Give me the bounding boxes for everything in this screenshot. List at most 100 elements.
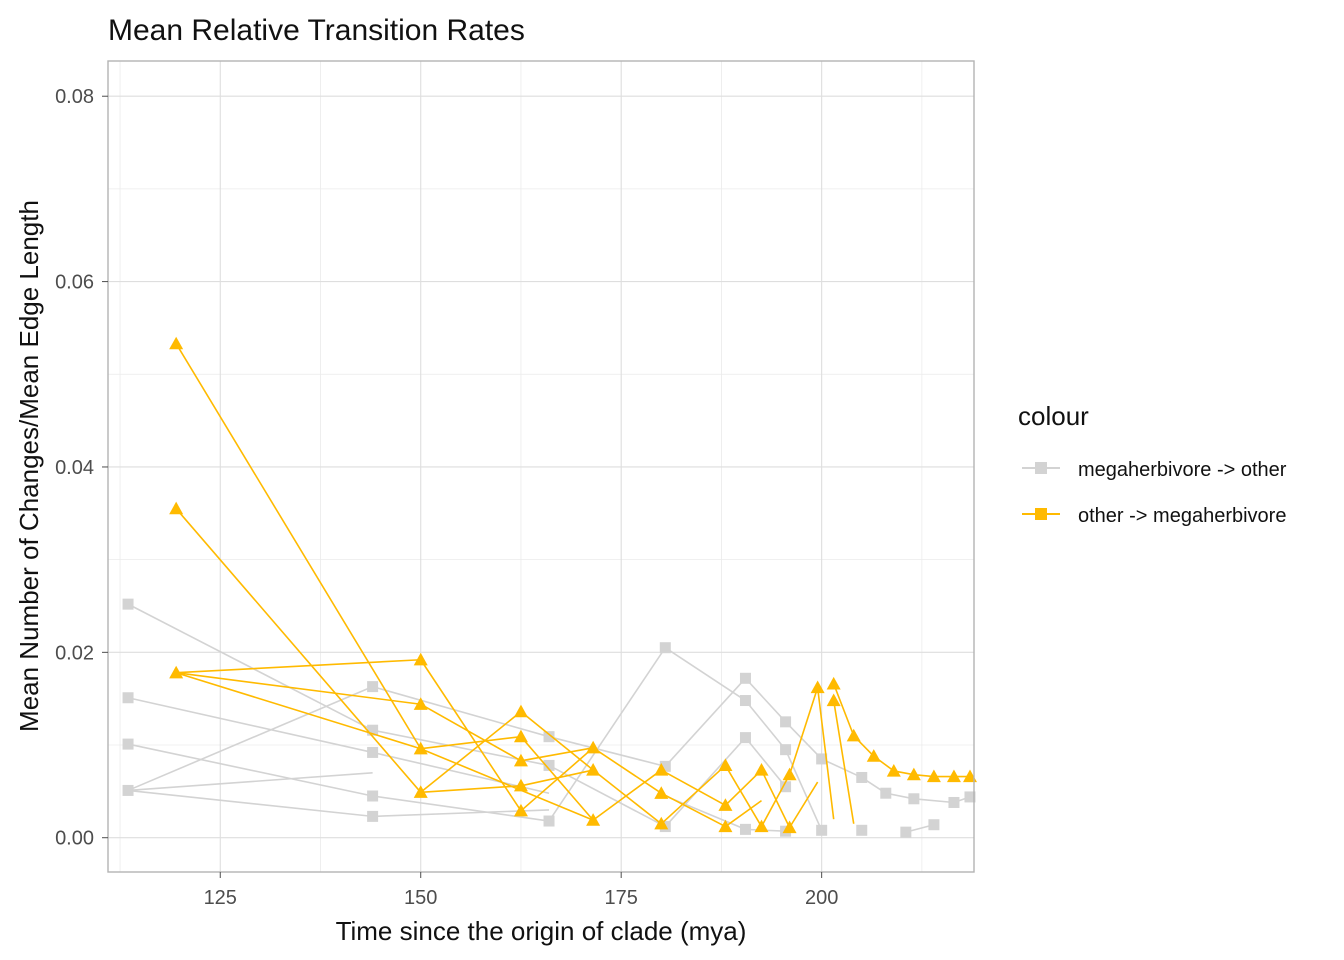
- series-megaherbivore-to-other: [122, 598, 976, 838]
- series-line-segment: [832, 683, 855, 737]
- data-point-square: [780, 716, 792, 728]
- chart-title: Mean Relative Transition Rates: [108, 14, 525, 47]
- data-point-triangle: [782, 767, 797, 781]
- series-line-segment: [520, 711, 594, 771]
- data-point-square: [900, 826, 912, 838]
- data-point-triangle: [754, 763, 769, 776]
- data-point-triangle: [826, 693, 841, 707]
- series-line-segment: [420, 711, 522, 793]
- data-point-square: [739, 732, 751, 744]
- data-point-square: [122, 692, 134, 704]
- y-axis-ticks: 0.00 0.02 0.04 0.06 0.08: [55, 86, 108, 850]
- data-point-square: [367, 790, 379, 802]
- series-line-segment: [760, 769, 791, 828]
- series-line-segment: [520, 747, 594, 812]
- series-line-segment: [420, 659, 522, 812]
- data-point-square: [367, 681, 379, 693]
- data-point-triangle: [866, 749, 881, 762]
- y-tick-label: 0.02: [55, 642, 94, 664]
- plot-panel: [107, 60, 977, 873]
- series-line-segment: [660, 792, 726, 828]
- series-line-segment: [724, 799, 762, 828]
- series-line-segment: [520, 747, 594, 762]
- x-axis-title: Time since the origin of clade (mya): [336, 916, 747, 946]
- legend-item-other-megaherbivore: other -> megaherbivore: [1022, 505, 1286, 527]
- legend-key-square-icon: [1035, 462, 1047, 474]
- data-point-triangle: [513, 729, 528, 743]
- data-point-triangle: [946, 769, 961, 783]
- series-line-segment: [788, 687, 819, 775]
- data-point-square: [122, 598, 134, 610]
- data-point-square: [816, 824, 828, 836]
- series-line-segment: [372, 685, 550, 738]
- data-point-triangle: [782, 820, 797, 834]
- legend-key-square-icon: [1035, 508, 1047, 520]
- x-tick-label: 125: [204, 887, 237, 909]
- series-line-segment: [913, 797, 955, 804]
- series-line-segment: [744, 700, 787, 751]
- series-line-segment: [176, 658, 421, 674]
- series-line-segment: [784, 721, 823, 760]
- legend-title: colour: [1018, 401, 1089, 431]
- data-point-square: [543, 731, 555, 743]
- data-point-triangle: [586, 813, 601, 826]
- data-point-square: [122, 784, 134, 796]
- data-point-square: [659, 760, 671, 772]
- data-point-triangle: [413, 652, 428, 666]
- y-tick-label: 0.06: [55, 272, 94, 294]
- data-point-triangle: [586, 763, 601, 776]
- data-point-triangle: [810, 680, 825, 694]
- data-point-triangle: [754, 819, 769, 833]
- series-line-segment: [664, 677, 747, 767]
- data-point-square: [948, 796, 960, 808]
- series-line-segment: [127, 772, 373, 792]
- data-point-triangle: [513, 778, 528, 792]
- data-point-triangle: [586, 740, 601, 754]
- series-line-segment: [127, 603, 373, 731]
- data-point-triangle: [906, 767, 921, 781]
- y-axis-title: Mean Number of Changes/Mean Edge Length: [14, 200, 44, 732]
- x-tick-label: 150: [404, 887, 437, 909]
- data-point-triangle: [169, 665, 184, 679]
- series-line-segment: [760, 774, 791, 827]
- series-line-segment: [784, 749, 823, 831]
- data-point-square: [739, 823, 751, 835]
- series-line-segment: [744, 737, 787, 788]
- series-line-segment: [176, 671, 421, 706]
- series-line-segment: [420, 735, 522, 750]
- data-point-square: [816, 753, 828, 765]
- series-line-segment: [724, 769, 763, 806]
- series-line-segment: [127, 696, 373, 754]
- data-point-triangle: [513, 803, 528, 817]
- data-point-triangle: [513, 704, 528, 718]
- data-point-triangle: [886, 763, 901, 777]
- data-point-square: [856, 771, 868, 783]
- data-point-square: [928, 819, 940, 831]
- series-line-segment: [592, 769, 662, 825]
- data-point-triangle: [718, 758, 733, 772]
- y-tick-label: 0.00: [55, 828, 94, 850]
- series-line-segment: [420, 785, 522, 794]
- series-line-segment: [548, 735, 666, 768]
- series-line-segment: [175, 343, 422, 750]
- data-point-triangle: [826, 676, 841, 690]
- x-tick-label: 200: [805, 887, 838, 909]
- series-line-segment: [372, 795, 550, 822]
- data-point-square: [964, 791, 976, 803]
- series-line-segment: [592, 747, 662, 794]
- data-point-square: [367, 746, 379, 758]
- series-line-segment: [175, 508, 422, 793]
- legend-label: megaherbivore -> other: [1078, 459, 1287, 481]
- data-point-triangle: [926, 769, 941, 783]
- x-tick-label: 175: [604, 887, 637, 909]
- data-point-square: [367, 810, 379, 822]
- series-line-segment: [832, 700, 855, 824]
- series-line-segment: [664, 737, 747, 828]
- data-point-triangle: [413, 741, 428, 755]
- series-line-segment: [660, 764, 726, 825]
- data-point-triangle: [718, 819, 733, 833]
- data-point-square: [659, 642, 671, 654]
- data-point-triangle: [169, 336, 184, 350]
- series-line-segment: [592, 769, 662, 821]
